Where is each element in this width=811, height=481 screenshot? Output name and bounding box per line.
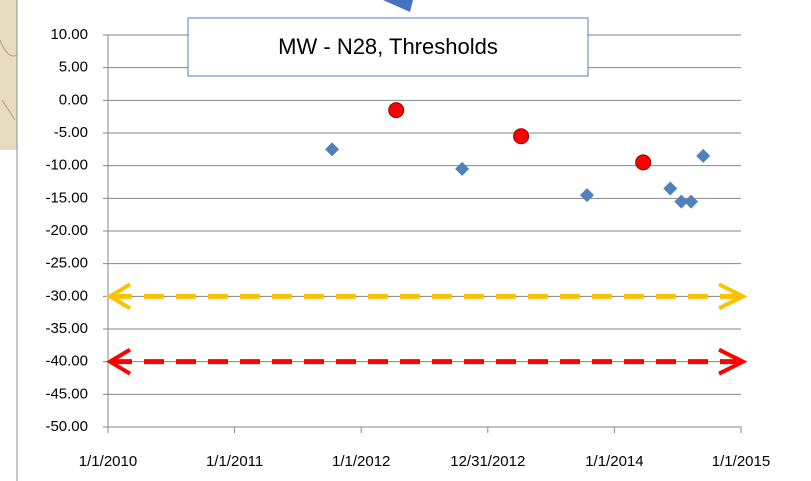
y-tick-label: -45.00: [45, 385, 88, 402]
chart: 10.00 5.00 0.00 -5.00 -10.00 -15.00 -20.00 -25.…: [0, 0, 811, 481]
data-point: [514, 129, 529, 144]
x-tick-label: 1/1/2010: [79, 453, 137, 470]
data-point: [389, 103, 404, 118]
y-tick-label: 10.00: [50, 26, 88, 43]
y-tick-label: -35.00: [45, 320, 88, 337]
y-tick-label: -5.00: [54, 124, 88, 141]
data-point: [636, 155, 651, 170]
y-tick-label: -10.00: [45, 157, 88, 174]
y-tick-label: -30.00: [45, 287, 88, 304]
y-tick-label: -40.00: [45, 353, 88, 370]
y-tick-label: 0.00: [59, 91, 88, 108]
map-fragment: [0, 0, 17, 150]
x-tick-label: 1/1/2014: [585, 453, 643, 470]
y-tick-label: -20.00: [45, 222, 88, 239]
x-tick-label: 1/1/2012: [332, 453, 390, 470]
x-tick-label: 12/31/2012: [450, 453, 525, 470]
x-tick-label: 1/1/2011: [206, 453, 263, 470]
y-tick-label: -50.00: [45, 418, 88, 435]
x-tick-label: 1/1/2015: [712, 453, 770, 470]
chart-title: MW - N28, Thresholds: [278, 34, 498, 59]
y-tick-label: 5.00: [59, 59, 88, 76]
y-tick-label: -15.00: [45, 189, 88, 206]
y-tick-label: -25.00: [45, 255, 88, 272]
